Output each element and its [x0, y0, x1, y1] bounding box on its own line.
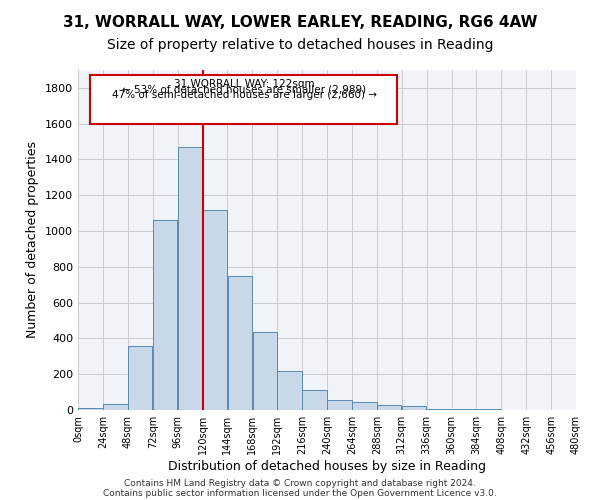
Bar — [78, 408, 103, 410]
Text: Size of property relative to detached houses in Reading: Size of property relative to detached ho… — [107, 38, 493, 52]
X-axis label: Distribution of detached houses by size in Reading: Distribution of detached houses by size … — [168, 460, 486, 472]
Bar — [277, 370, 302, 410]
Bar — [227, 276, 252, 410]
Y-axis label: Number of detached properties: Number of detached properties — [26, 142, 40, 338]
Bar — [153, 220, 178, 410]
Bar — [377, 404, 401, 410]
Bar — [203, 210, 227, 410]
Bar — [178, 147, 202, 410]
Bar — [128, 346, 152, 410]
Text: Contains HM Land Registry data © Crown copyright and database right 2024.: Contains HM Land Registry data © Crown c… — [124, 478, 476, 488]
Bar — [302, 390, 327, 410]
Bar — [103, 404, 128, 410]
Text: Contains public sector information licensed under the Open Government Licence v3: Contains public sector information licen… — [103, 488, 497, 498]
Text: 47% of semi-detached houses are larger (2,660) →: 47% of semi-detached houses are larger (… — [112, 90, 377, 100]
Bar — [402, 406, 427, 410]
Text: 31, WORRALL WAY, LOWER EARLEY, READING, RG6 4AW: 31, WORRALL WAY, LOWER EARLEY, READING, … — [63, 15, 537, 30]
Text: 31 WORRALL WAY: 122sqm: 31 WORRALL WAY: 122sqm — [173, 79, 314, 89]
Bar — [427, 409, 451, 410]
FancyBboxPatch shape — [91, 76, 397, 124]
Bar — [327, 400, 352, 410]
Bar — [253, 332, 277, 410]
Text: ← 53% of detached houses are smaller (2,989): ← 53% of detached houses are smaller (2,… — [122, 84, 366, 94]
Bar — [352, 402, 377, 410]
